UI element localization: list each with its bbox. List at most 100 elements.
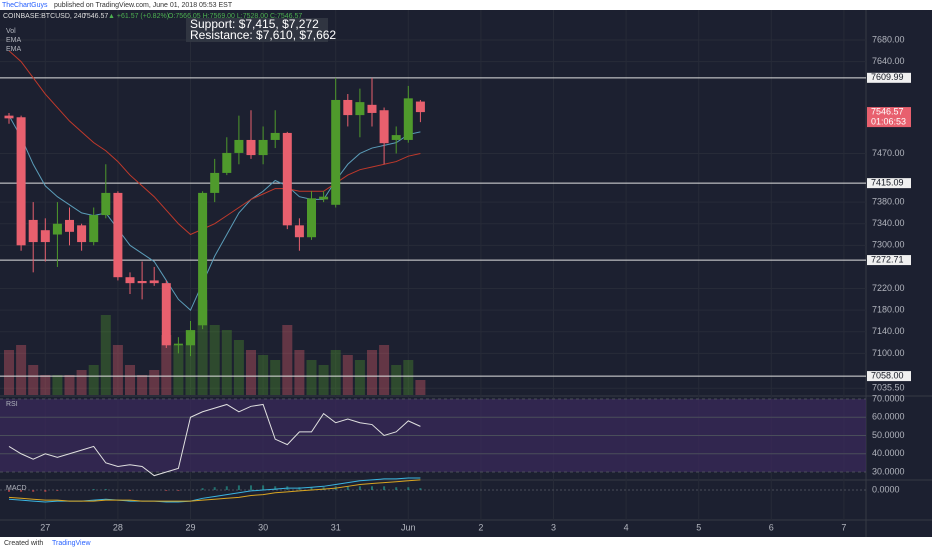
x-tick-label: 30 bbox=[258, 522, 268, 532]
plot: 27 28 29 30 31 Jun 2 3 4 5 6 7 7680.00 7640.00 7470.00… bbox=[0, 10, 932, 537]
volume-bar bbox=[342, 355, 353, 395]
x-tick-label: Jun bbox=[401, 522, 416, 532]
y-tick-label: 7220.00 bbox=[872, 283, 905, 293]
volume-bar bbox=[28, 365, 39, 395]
publisher[interactable]: TheChartGuys bbox=[2, 2, 48, 9]
candle-body bbox=[125, 277, 135, 284]
rsi-line bbox=[8, 403, 421, 477]
volume-bar bbox=[161, 335, 172, 395]
volume-bar bbox=[270, 360, 281, 395]
y-tick-label: 7680.00 bbox=[872, 34, 905, 44]
candle-body bbox=[415, 101, 425, 113]
macd-label: MACD bbox=[6, 485, 27, 492]
indicator-label: Vol bbox=[6, 28, 16, 35]
rsi-tick-label: 70.0000 bbox=[872, 393, 905, 403]
countdown: 01:06:53 bbox=[871, 116, 906, 126]
volume-bar bbox=[318, 365, 329, 395]
symbol: COINBASE:BTCUSD, 240 bbox=[3, 13, 86, 20]
note-box bbox=[186, 18, 328, 42]
candle-body bbox=[355, 102, 365, 116]
indicator-label: EMA bbox=[6, 37, 22, 44]
rsi-label: RSI bbox=[6, 401, 18, 408]
x-tick-label: 27 bbox=[40, 522, 50, 532]
volume-bar bbox=[379, 345, 390, 395]
x-tick-label: 3 bbox=[551, 522, 556, 532]
candle-body bbox=[282, 132, 292, 226]
volume-bar bbox=[306, 360, 317, 395]
volume-bar bbox=[246, 350, 256, 395]
x-tick-label: 31 bbox=[331, 522, 341, 532]
candle-body bbox=[343, 99, 353, 116]
candle-body bbox=[258, 139, 268, 156]
macd-tick-label: 0.0000 bbox=[872, 484, 900, 494]
x-tick-label: 4 bbox=[624, 522, 629, 532]
top-bar bbox=[0, 0, 932, 10]
rsi-tick-label: 30.0000 bbox=[872, 466, 905, 476]
indicator-label: EMA bbox=[6, 46, 22, 53]
footer bbox=[0, 537, 932, 550]
volume-bar bbox=[258, 355, 269, 395]
candle-body bbox=[234, 139, 244, 153]
last-price: 7546.57 bbox=[871, 106, 904, 116]
volume-bar bbox=[197, 300, 208, 395]
candle-body bbox=[294, 225, 304, 238]
ema-line bbox=[8, 115, 421, 311]
candle-body bbox=[379, 110, 389, 144]
macd-line bbox=[8, 479, 421, 502]
volume-bar bbox=[100, 315, 111, 395]
volume-bar bbox=[64, 375, 75, 395]
volume-bar bbox=[391, 365, 402, 395]
volume-bar bbox=[367, 350, 377, 395]
volume-bar bbox=[233, 340, 244, 395]
candle-body bbox=[307, 198, 316, 238]
volume-bar bbox=[294, 350, 305, 395]
volume-bar bbox=[52, 375, 63, 395]
y-tick-label: 7035.50 bbox=[872, 383, 905, 393]
candle-body bbox=[198, 192, 208, 326]
volume-bar bbox=[330, 350, 341, 395]
candle-body bbox=[89, 215, 99, 243]
candle-body bbox=[28, 219, 38, 243]
volume-bar bbox=[76, 370, 87, 395]
candle-body bbox=[113, 192, 123, 278]
volume-bar bbox=[149, 370, 160, 395]
y-tick-label: 7300.00 bbox=[872, 240, 905, 250]
volume-bar bbox=[173, 345, 184, 395]
level-label: 7058.00 bbox=[871, 370, 904, 380]
ema-line bbox=[8, 50, 421, 236]
candle-body bbox=[210, 172, 220, 193]
x-tick-label: 7 bbox=[841, 522, 846, 532]
level-label: 7415.09 bbox=[871, 178, 904, 188]
volume-bar bbox=[415, 380, 426, 395]
volume-bar bbox=[4, 350, 14, 395]
volume-bar bbox=[354, 360, 365, 395]
candle-body bbox=[52, 223, 62, 235]
volume-bar bbox=[282, 325, 293, 395]
candle-body bbox=[16, 117, 26, 246]
last-box bbox=[867, 107, 911, 128]
y-tick-label: 7140.00 bbox=[872, 326, 905, 336]
brand[interactable]: TradingView bbox=[52, 540, 91, 547]
x-tick-label: 29 bbox=[185, 522, 195, 532]
candle-body bbox=[319, 196, 329, 200]
rsi-tick-label: 40.0000 bbox=[872, 448, 905, 458]
rsi-tick-label: 60.0000 bbox=[872, 412, 905, 422]
candle-body bbox=[137, 280, 147, 284]
volume-bar bbox=[403, 360, 414, 395]
candle-body bbox=[149, 280, 159, 284]
last-header: 7546.57 bbox=[83, 13, 108, 20]
x-tick-label: 2 bbox=[478, 522, 483, 532]
level-box bbox=[867, 178, 911, 189]
candle-body bbox=[186, 330, 195, 346]
y-tick-label: 7180.00 bbox=[872, 305, 905, 315]
volume-bar bbox=[88, 365, 99, 395]
level-label: 7609.99 bbox=[871, 72, 904, 82]
ohlc: O:7566.05 H:7569.00 L:7528.00 C:7546.57 bbox=[168, 13, 302, 20]
level-box bbox=[867, 371, 911, 382]
candle-body bbox=[65, 219, 74, 232]
y-tick-label: 7470.00 bbox=[872, 148, 905, 158]
y-tick-label: 7640.00 bbox=[872, 56, 905, 66]
published: published on TradingView.com, June 01, 2… bbox=[54, 2, 233, 9]
rsi-tick-label: 50.0000 bbox=[872, 430, 905, 440]
